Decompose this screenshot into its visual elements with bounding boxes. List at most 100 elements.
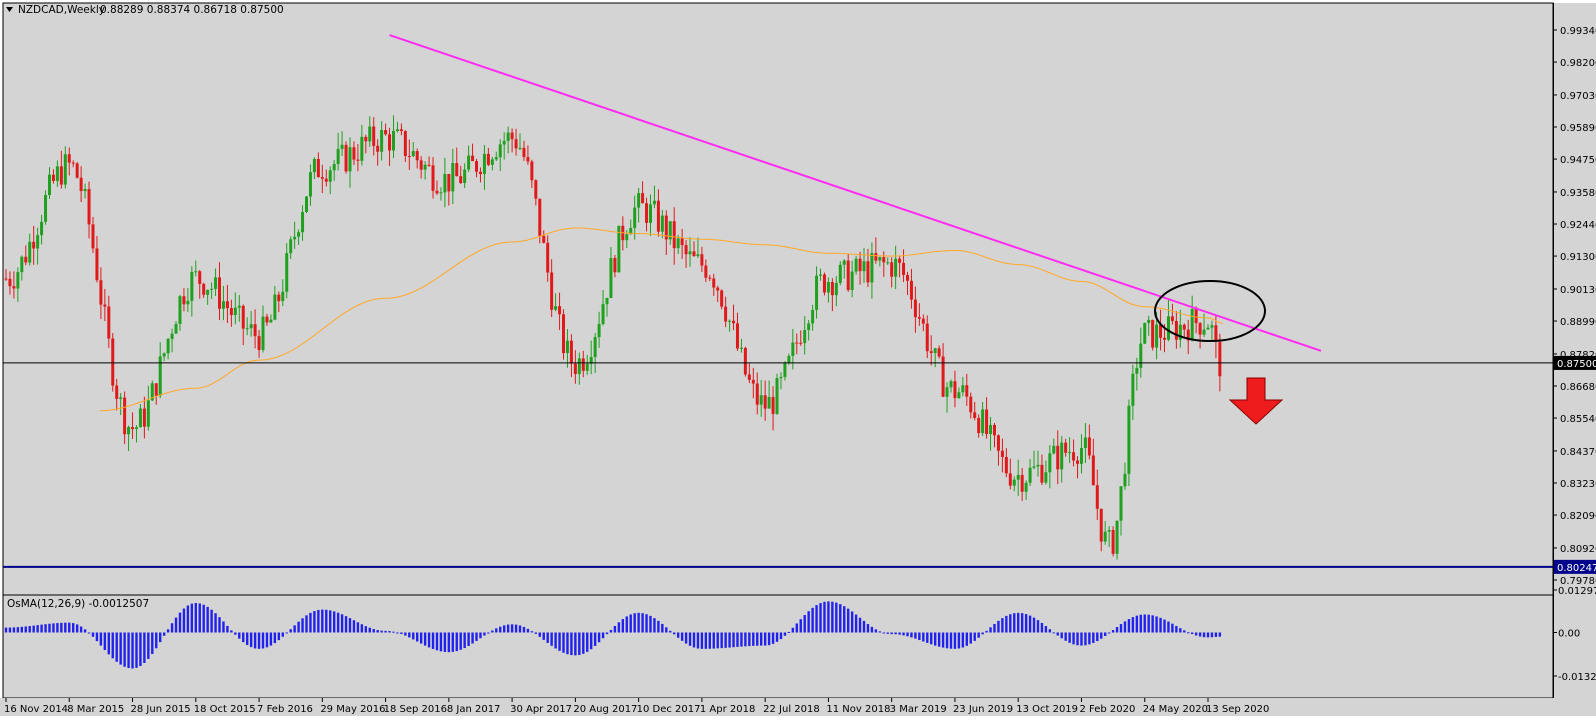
osma-bar (12, 627, 16, 633)
osma-bar (613, 625, 617, 633)
candle-body (862, 261, 866, 272)
osma-bar (1060, 632, 1063, 639)
candle-body (245, 328, 249, 330)
symbol-label: NZDCAD,Weekly (18, 4, 105, 16)
candle-body (71, 162, 75, 164)
candle-body (755, 383, 759, 405)
candle-body (158, 356, 162, 396)
osma-bar (408, 632, 411, 638)
osma-bar (317, 609, 320, 633)
osma-bar (135, 632, 138, 668)
candle-body (162, 353, 166, 357)
osma-bar (483, 632, 486, 636)
osma-bar (1119, 624, 1123, 633)
date-tick-label: 18 Oct 2015 (194, 704, 256, 715)
candle-body (277, 294, 281, 302)
candle-body (20, 256, 24, 273)
osma-bar (1123, 621, 1127, 633)
osma-bar (99, 632, 103, 646)
candle-body (1115, 520, 1119, 554)
candle-body (724, 306, 728, 322)
candle-body (977, 417, 981, 434)
osma-bar (162, 632, 166, 636)
osma-bar (522, 626, 526, 633)
osma-bar (447, 632, 451, 653)
osma-bar (712, 632, 715, 649)
candle-body (36, 235, 40, 249)
osma-bar (937, 632, 941, 647)
candle-body (471, 155, 475, 162)
osma-bar (538, 632, 541, 637)
candle-body (1083, 437, 1087, 449)
candle-body (751, 379, 755, 384)
osma-bar (368, 627, 371, 633)
candle-body (1194, 309, 1198, 324)
candle-body (1036, 464, 1040, 467)
osma-bar (419, 632, 423, 644)
candle-body (380, 130, 384, 152)
osma-bar (68, 622, 71, 633)
osma-bar (384, 630, 387, 633)
candle-body (795, 342, 799, 344)
osma-bar (376, 630, 379, 633)
candle-body (253, 324, 257, 337)
osma-bar (1024, 614, 1028, 633)
osma-bar (1111, 630, 1115, 633)
candle-body (779, 376, 783, 379)
osma-bar (997, 620, 1000, 633)
osma-bar (957, 632, 961, 649)
candle-body (75, 163, 79, 178)
osma-bar (439, 632, 443, 652)
date-tick-label: 10 Dec 2017 (637, 704, 701, 715)
osma-bar (1064, 632, 1067, 641)
candle-body (229, 308, 233, 316)
collapse-triangle-icon[interactable] (6, 7, 13, 12)
osma-bar (823, 601, 826, 633)
osma-bar (835, 602, 838, 633)
osma-bar (906, 632, 909, 637)
osma-bar (123, 632, 126, 667)
candle-body (668, 221, 672, 240)
osma-bar (930, 632, 933, 645)
osma-bar (1036, 620, 1040, 633)
osma-bar (427, 632, 431, 648)
current-price-tag-bg (1554, 355, 1596, 370)
candle-body (562, 314, 566, 354)
osma-bar (1107, 632, 1111, 634)
osma-bar (174, 617, 178, 633)
osma-bar (1013, 613, 1016, 633)
candle-body (783, 362, 787, 377)
candle-body (996, 435, 1000, 451)
trendline (389, 34, 1322, 352)
down-arrow-icon (1228, 377, 1284, 425)
candle-body (720, 290, 724, 307)
osma-bar (562, 632, 565, 653)
osma-tick-label: -0.0132949 (1558, 672, 1596, 683)
date-tick-label: 29 May 2016 (320, 704, 385, 715)
candle-body (569, 340, 573, 364)
candle-body (1174, 320, 1178, 340)
osma-bar (744, 632, 747, 647)
osma-bar (815, 605, 818, 633)
candle-body (467, 155, 471, 170)
candle-body (83, 189, 87, 192)
candle-body (4, 278, 8, 280)
candle-body (906, 275, 909, 281)
osma-bar (799, 619, 802, 633)
candle-body (759, 395, 763, 405)
candle-body (819, 274, 823, 276)
candle-body (332, 163, 336, 171)
candle-body (174, 323, 178, 334)
osma-bar (218, 617, 221, 633)
osma-bar (364, 626, 368, 633)
candle-body (1166, 316, 1170, 340)
osma-bar (657, 620, 660, 633)
osma-tick-label: 0.0129799 (1558, 586, 1596, 597)
osma-bar (147, 632, 150, 659)
osma-bar (843, 606, 846, 633)
osma-bar (348, 618, 352, 633)
candle-body (447, 173, 451, 192)
moving-average-line (99, 227, 1223, 412)
